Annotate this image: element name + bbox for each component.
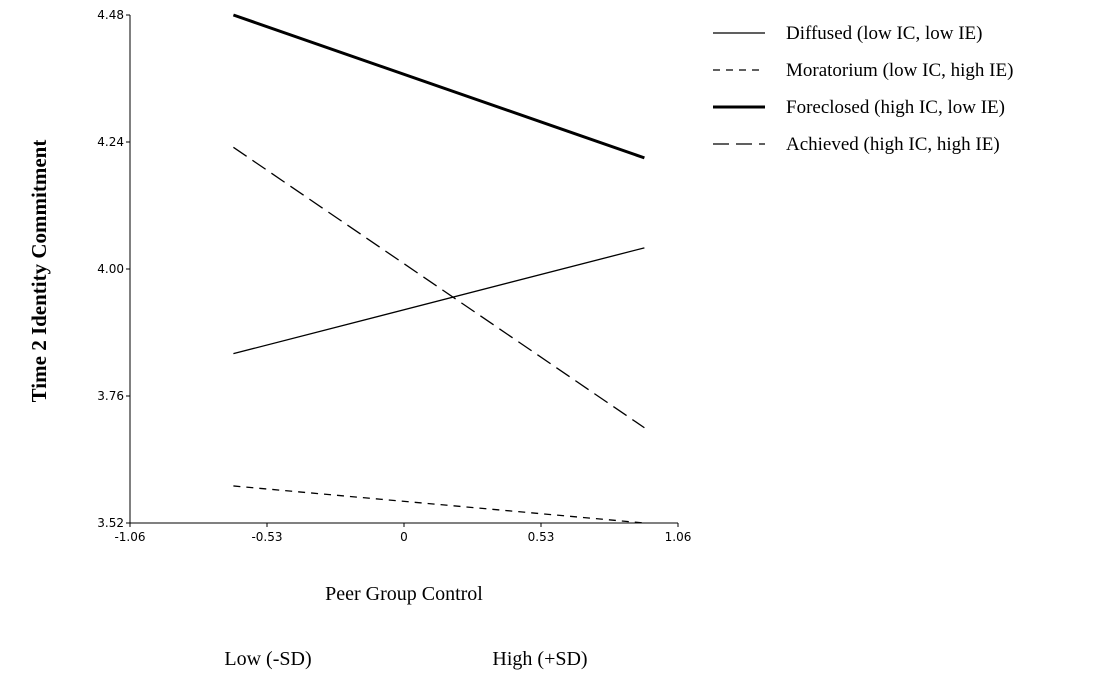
y-tick-label: 3.52 [97,516,124,530]
y-tick-label: 4.48 [97,8,124,22]
legend-label-1: Moratorium (low IC, high IE) [786,60,1013,81]
series-line-1 [233,485,645,524]
series-lines [232,13,645,524]
x-tick-label: -1.06 [114,530,145,544]
series-line-3 [233,146,645,429]
x-axis-label: Peer Group Control [325,583,483,605]
legend-label-2: Foreclosed (high IC, low IE) [786,97,1005,118]
x-low-label: Low (-SD) [224,648,311,670]
y-tick-label: 3.76 [97,389,124,403]
y-tick-label: 4.24 [97,135,124,149]
series-line-0 [233,247,645,355]
x-tick-label: 1.06 [665,530,692,544]
y-ticks: 3.52 3.76 4.00 4.24 4.48 [97,8,130,530]
x-tick-label: 0 [400,530,408,544]
x-tick-label: 0.53 [528,530,555,544]
axes [129,15,678,524]
x-tick-label: -0.53 [251,530,282,544]
y-axis-label: Time 2 Identity Commitment [27,140,51,403]
legend: Diffused (low IC, low IE) Moratorium (low… [713,23,1013,155]
x-ticks: -1.06 -0.53 0 0.53 1.06 [114,523,691,544]
series-line-2 [232,13,645,160]
x-high-label: High (+SD) [492,648,587,670]
y-tick-label: 4.00 [97,262,124,276]
legend-label-0: Diffused (low IC, low IE) [786,23,982,44]
legend-label-3: Achieved (high IC, high IE) [786,134,1000,155]
